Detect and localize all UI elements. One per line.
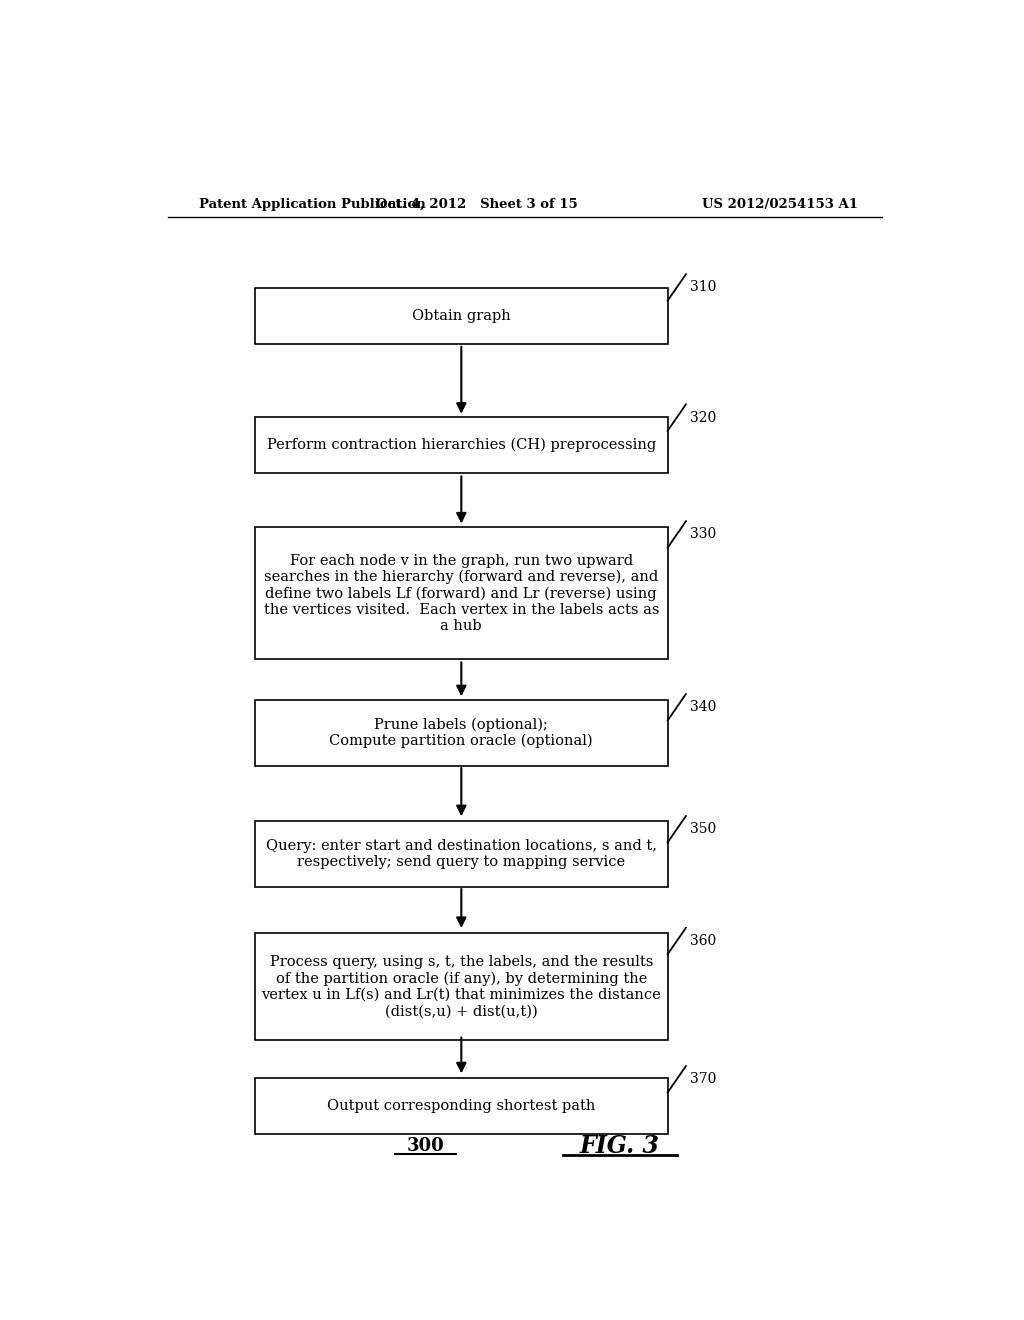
Text: Oct. 4, 2012   Sheet 3 of 15: Oct. 4, 2012 Sheet 3 of 15	[376, 198, 579, 211]
Text: For each node v in the graph, run two upward
searches in the hierarchy (forward : For each node v in the graph, run two up…	[263, 553, 659, 634]
Text: 310: 310	[690, 280, 716, 294]
Text: 360: 360	[690, 935, 716, 948]
FancyBboxPatch shape	[255, 933, 668, 1040]
FancyBboxPatch shape	[255, 417, 668, 473]
FancyBboxPatch shape	[255, 821, 668, 887]
FancyBboxPatch shape	[255, 288, 668, 345]
Text: Output corresponding shortest path: Output corresponding shortest path	[327, 1098, 596, 1113]
FancyBboxPatch shape	[255, 528, 668, 660]
Text: 340: 340	[690, 700, 716, 714]
Text: 320: 320	[690, 411, 716, 425]
FancyBboxPatch shape	[255, 700, 668, 766]
Text: 370: 370	[690, 1072, 716, 1086]
Text: 300: 300	[407, 1138, 444, 1155]
Text: Query: enter start and destination locations, s and t,
respectively; send query : Query: enter start and destination locat…	[266, 838, 656, 869]
Text: Perform contraction hierarchies (CH) preprocessing: Perform contraction hierarchies (CH) pre…	[266, 438, 656, 453]
Text: 350: 350	[690, 822, 716, 837]
Text: Process query, using s, t, the labels, and the results
of the partition oracle (: Process query, using s, t, the labels, a…	[261, 956, 662, 1018]
Text: Obtain graph: Obtain graph	[412, 309, 511, 323]
Text: US 2012/0254153 A1: US 2012/0254153 A1	[702, 198, 858, 211]
FancyBboxPatch shape	[255, 1077, 668, 1134]
Text: Prune labels (optional);
Compute partition oracle (optional): Prune labels (optional); Compute partiti…	[330, 717, 593, 748]
Text: Patent Application Publication: Patent Application Publication	[200, 198, 426, 211]
Text: FIG. 3: FIG. 3	[580, 1134, 660, 1159]
Text: 330: 330	[690, 528, 716, 541]
